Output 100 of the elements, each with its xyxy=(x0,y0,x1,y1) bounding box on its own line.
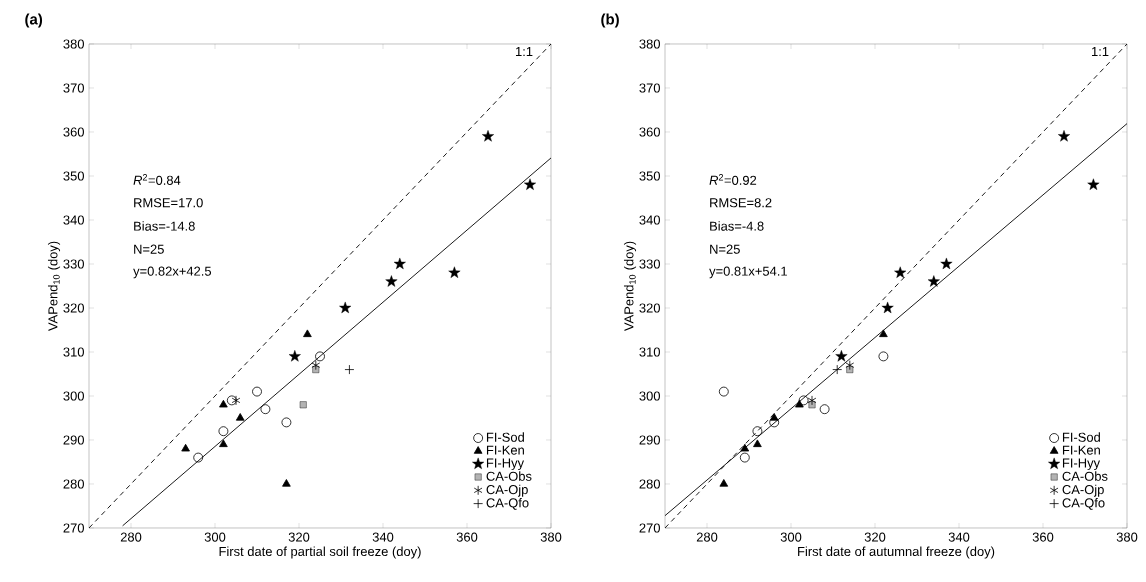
legend-label: FI-Ken xyxy=(486,445,524,455)
y-tick-label: 300 xyxy=(639,391,660,401)
x-tick-label: 340 xyxy=(372,532,394,542)
point xyxy=(218,426,229,437)
point xyxy=(311,360,321,371)
legend-label: CA-Obs xyxy=(1062,471,1108,481)
point xyxy=(282,479,291,487)
y-axis-title: VAPend$_{10}$ (doy) xyxy=(623,241,637,332)
x-tick-label: 280 xyxy=(696,532,718,542)
legend-label: CA-Qfo xyxy=(1062,497,1105,510)
annotation: 1:1 xyxy=(515,47,533,56)
legend-label: FI-Sod xyxy=(1062,432,1100,442)
point xyxy=(879,329,888,338)
point xyxy=(881,301,894,314)
y-tick-label: 350 xyxy=(639,171,660,181)
point xyxy=(193,452,204,463)
point xyxy=(344,364,355,375)
y-tick-label: 380 xyxy=(639,39,660,49)
x-tick-label: 280 xyxy=(120,532,142,542)
point xyxy=(940,257,953,270)
point xyxy=(740,443,750,452)
x-axis-title: First date of autumnal freeze (doy) xyxy=(798,546,995,559)
x-tick-label: 380 xyxy=(1116,532,1138,542)
legend-label: FI-Ken xyxy=(1062,445,1100,455)
x-tick-label: 340 xyxy=(948,532,970,542)
chart-title: (b) xyxy=(601,13,619,28)
point xyxy=(219,439,228,448)
x-tick-label: 320 xyxy=(288,532,310,542)
point xyxy=(795,399,804,408)
y-tick-label: 320 xyxy=(63,303,84,313)
annotation: RMSE=17.0 xyxy=(134,198,203,208)
y-tick-label: 310 xyxy=(63,347,84,357)
y-tick-label: 330 xyxy=(63,259,84,269)
point xyxy=(769,413,779,421)
y-tick-label: 280 xyxy=(63,479,84,489)
point xyxy=(252,386,262,397)
y-tick-label: 320 xyxy=(639,303,660,313)
point xyxy=(1058,130,1070,142)
y-tick-label: 340 xyxy=(639,215,660,225)
y-tick-label: 290 xyxy=(63,435,84,445)
y-tick-label: 270 xyxy=(639,523,660,533)
legend-label: FI-Hyy xyxy=(486,458,525,471)
annotation: 1:1 xyxy=(1091,47,1109,56)
x-tick-label: 300 xyxy=(780,532,802,542)
y-tick-label: 310 xyxy=(639,347,660,357)
x-tick-label: 300 xyxy=(204,532,226,542)
point xyxy=(231,395,241,406)
point xyxy=(719,479,729,487)
point xyxy=(303,329,312,338)
point xyxy=(315,351,325,362)
y-tick-label: 300 xyxy=(63,391,84,401)
point xyxy=(235,413,245,421)
y-tick-label: 270 xyxy=(63,523,84,533)
point xyxy=(878,351,889,362)
point xyxy=(226,395,237,406)
point xyxy=(219,399,228,408)
point xyxy=(260,404,271,415)
point xyxy=(845,360,855,371)
point xyxy=(835,350,848,362)
annotation: N=25 xyxy=(134,244,164,254)
point xyxy=(385,275,398,287)
y-tick-label: 380 xyxy=(63,39,84,49)
y-tick-label: 370 xyxy=(63,83,84,93)
point xyxy=(181,443,190,452)
legend-label: FI-Hyy xyxy=(1062,458,1101,471)
y-axis-title: VAPend$_{10}$ (doy) xyxy=(47,241,61,332)
point xyxy=(299,401,307,409)
point xyxy=(819,404,830,415)
annotation: y=0.82x+42.5 xyxy=(133,266,212,279)
legend-label: CA-Obs xyxy=(486,471,532,481)
point xyxy=(288,350,301,362)
annotation: N=25 xyxy=(710,244,740,254)
point xyxy=(752,426,763,437)
x-tick-label: 360 xyxy=(1032,532,1054,542)
point xyxy=(1087,178,1100,190)
point xyxy=(894,266,907,278)
point xyxy=(524,178,536,190)
point xyxy=(739,452,750,463)
legend-label: FI-Sod xyxy=(486,432,524,442)
annotation: Bias=-4.8 xyxy=(710,221,764,231)
annotation: RMSE=8.2 xyxy=(710,198,772,208)
legend-label: CA-Ojp xyxy=(486,484,528,497)
y-tick-label: 290 xyxy=(639,435,660,445)
point xyxy=(718,386,729,397)
y-tick-label: 370 xyxy=(639,83,660,93)
point xyxy=(482,130,494,142)
x-tick-label: 380 xyxy=(540,532,562,542)
y-tick-label: 360 xyxy=(639,127,660,137)
point xyxy=(448,266,461,278)
legend-label: CA-Ojp xyxy=(1062,484,1104,497)
annotation: R$^{2}$=0.92 xyxy=(709,174,757,185)
x-tick-label: 360 xyxy=(456,532,478,542)
y-tick-label: 340 xyxy=(63,215,84,225)
point xyxy=(753,439,762,448)
y-tick-label: 330 xyxy=(639,259,660,269)
annotation: y=0.81x+54.1 xyxy=(709,266,787,279)
y-tick-label: 350 xyxy=(63,171,84,181)
point xyxy=(832,364,843,375)
annotation: Bias=-14.8 xyxy=(134,221,195,231)
x-tick-label: 320 xyxy=(864,532,886,542)
